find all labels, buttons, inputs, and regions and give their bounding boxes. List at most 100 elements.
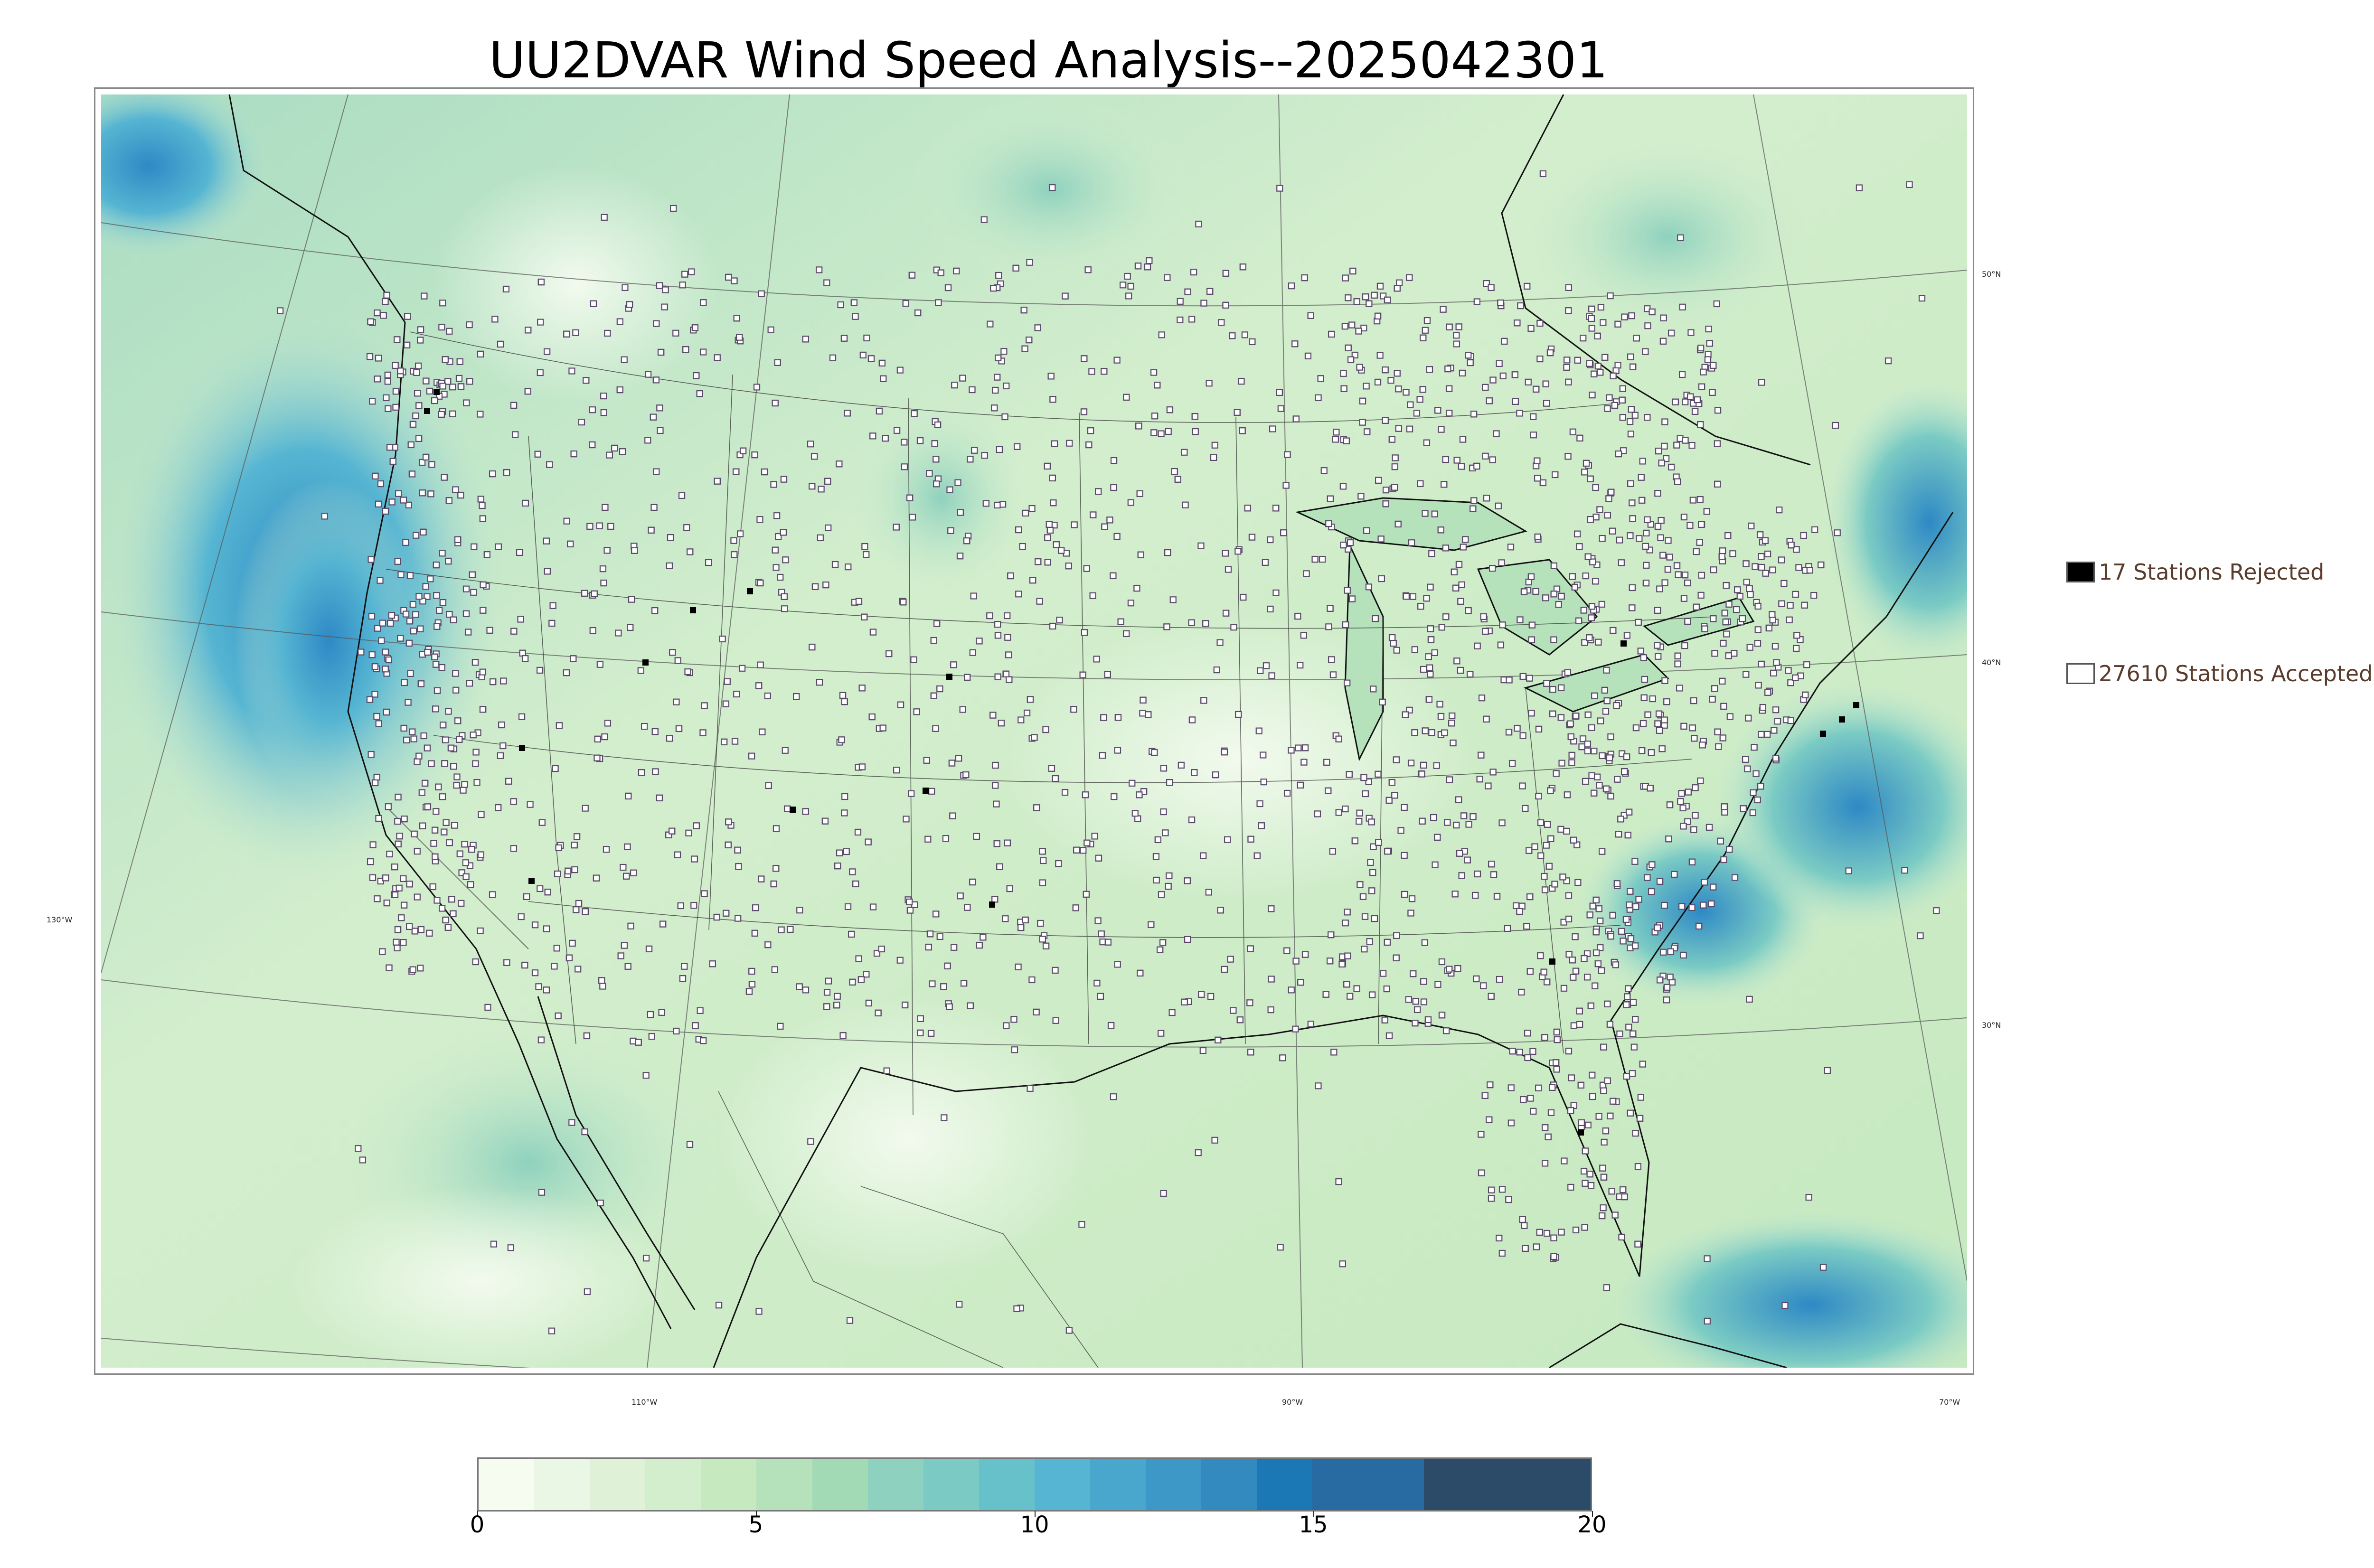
- station-accepted: [433, 561, 440, 569]
- station-accepted: [796, 907, 803, 914]
- station-accepted: [970, 592, 977, 600]
- station-accepted: [1420, 998, 1428, 1005]
- station-accepted: [382, 666, 389, 673]
- station-accepted: [1649, 308, 1656, 316]
- station-accepted: [1364, 428, 1371, 435]
- station-accepted: [1570, 974, 1577, 981]
- station-accepted: [1661, 901, 1668, 909]
- station-accepted: [1565, 378, 1572, 385]
- station-accepted: [858, 685, 866, 692]
- station-accepted: [1072, 904, 1079, 911]
- station-accepted: [1262, 662, 1270, 669]
- station-accepted: [1384, 848, 1391, 855]
- station-accepted: [424, 803, 432, 810]
- station-accepted: [844, 903, 852, 910]
- station-accepted: [1033, 804, 1040, 811]
- station-accepted: [705, 559, 712, 566]
- station-accepted: [1747, 591, 1754, 598]
- station-accepted: [581, 590, 588, 597]
- station-accepted: [1588, 325, 1595, 332]
- station-accepted: [537, 1036, 545, 1043]
- station-accepted: [617, 952, 624, 959]
- station-accepted: [1412, 998, 1419, 1005]
- station-accepted: [1901, 867, 1908, 874]
- station-accepted: [383, 899, 390, 907]
- station-accepted: [1168, 1009, 1176, 1016]
- station-accepted: [375, 720, 382, 727]
- station-accepted: [1478, 1131, 1485, 1138]
- station-accepted: [1592, 514, 1600, 521]
- station-accepted: [1332, 436, 1339, 443]
- station-accepted: [764, 941, 772, 948]
- station-accepted: [418, 459, 426, 466]
- station-accepted: [1453, 332, 1460, 339]
- station-accepted: [1604, 1000, 1611, 1007]
- station-accepted: [723, 910, 730, 917]
- station-accepted: [490, 1240, 498, 1248]
- station-accepted: [1545, 1133, 1552, 1141]
- station-accepted: [737, 530, 744, 537]
- station-accepted: [367, 556, 375, 563]
- station-accepted: [1073, 846, 1080, 854]
- station-accepted: [518, 713, 526, 720]
- station-accepted: [1673, 562, 1681, 569]
- station-accepted: [1582, 1147, 1589, 1155]
- station-accepted: [1093, 979, 1101, 986]
- station-accepted: [935, 299, 942, 306]
- station-accepted: [1240, 593, 1247, 601]
- station-accepted: [1508, 760, 1516, 767]
- station-accepted: [382, 298, 389, 305]
- station-accepted: [403, 736, 410, 743]
- station-accepted: [1022, 509, 1029, 516]
- station-accepted: [1834, 529, 1841, 536]
- station-accepted: [426, 387, 433, 394]
- station-accepted: [1042, 726, 1049, 733]
- station-accepted: [823, 1003, 830, 1010]
- station-accepted: [1090, 511, 1097, 518]
- station-accepted: [1636, 535, 1643, 542]
- station-accepted: [1474, 642, 1481, 649]
- station-accepted: [1272, 505, 1280, 512]
- station-accepted: [1403, 389, 1410, 396]
- station-accepted: [1034, 324, 1041, 331]
- station-accepted: [1473, 462, 1480, 470]
- station-accepted: [1333, 429, 1340, 436]
- station-accepted: [420, 732, 427, 740]
- station-accepted: [1227, 956, 1234, 963]
- station-accepted: [1222, 610, 1230, 617]
- station-accepted: [841, 809, 848, 817]
- station-accepted: [1658, 460, 1665, 467]
- station-accepted: [1558, 684, 1565, 691]
- station-accepted: [1003, 382, 1010, 390]
- station-accepted: [1421, 939, 1429, 946]
- station-accepted: [1688, 904, 1696, 911]
- station-accepted: [1933, 907, 1940, 914]
- station-accepted: [1340, 541, 1347, 549]
- station-accepted: [648, 1033, 655, 1040]
- station-accepted: [1042, 942, 1050, 949]
- station-accepted: [1543, 842, 1550, 849]
- station-accepted: [1621, 1193, 1628, 1201]
- station-accepted: [1642, 348, 1649, 355]
- station-accepted: [1055, 860, 1062, 867]
- station-accepted: [1625, 1023, 1632, 1031]
- station-accepted: [417, 326, 424, 333]
- station-accepted: [1418, 770, 1425, 778]
- wind-speed-map[interactable]: [94, 87, 1974, 1375]
- station-accepted: [406, 923, 413, 930]
- station-accepted: [453, 773, 461, 780]
- station-accepted: [731, 551, 738, 558]
- station-accepted: [1806, 566, 1813, 574]
- station-accepted: [385, 803, 392, 810]
- station-accepted: [1470, 497, 1478, 504]
- station-accepted: [1516, 908, 1523, 915]
- lat-label-40n: 40°N: [1982, 658, 2001, 667]
- station-accepted: [1117, 618, 1124, 625]
- station-accepted: [1368, 887, 1375, 894]
- station-accepted: [1533, 385, 1540, 393]
- station-accepted: [1241, 331, 1249, 338]
- station-accepted: [1244, 505, 1251, 512]
- station-accepted: [917, 1015, 924, 1022]
- station-accepted: [1504, 925, 1511, 932]
- station-accepted: [1612, 961, 1619, 968]
